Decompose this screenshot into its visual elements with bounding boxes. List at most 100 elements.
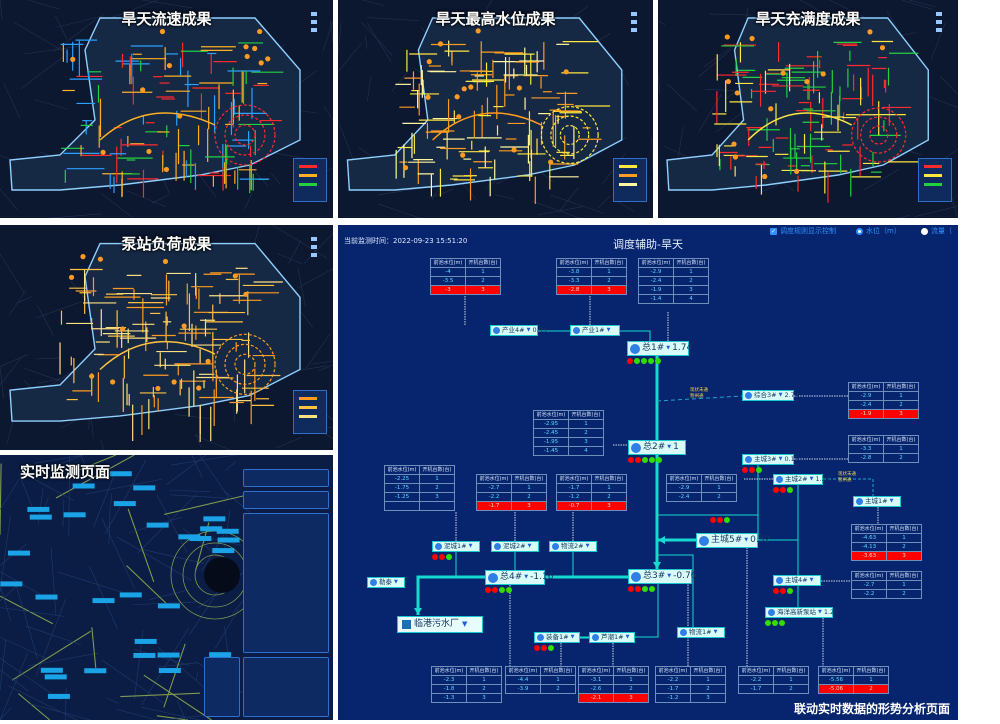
pump-station-marker[interactable] bbox=[258, 60, 264, 66]
pump-station-node[interactable]: 泥城1# ▼ bbox=[432, 541, 480, 552]
pump-station-marker[interactable] bbox=[162, 258, 169, 265]
monitor-point-label[interactable] bbox=[146, 522, 169, 528]
pump-station-node[interactable]: 主城2# ▼ 1.26 bbox=[773, 474, 830, 485]
dropdown-icon[interactable]: ▼ bbox=[744, 537, 749, 543]
dropdown-icon[interactable]: ▼ bbox=[585, 543, 590, 549]
pump-station-marker[interactable] bbox=[252, 45, 258, 52]
pump-station-marker[interactable] bbox=[794, 168, 800, 174]
pump-station-marker[interactable] bbox=[68, 274, 75, 280]
dropdown-icon[interactable]: ▼ bbox=[889, 498, 894, 504]
pump-station-marker[interactable] bbox=[762, 173, 768, 180]
pump-station-marker[interactable] bbox=[140, 87, 146, 93]
map-canvas[interactable] bbox=[658, 0, 958, 218]
pump-station-marker[interactable] bbox=[163, 166, 170, 173]
pump-station-marker[interactable] bbox=[166, 62, 173, 69]
radio-selected-icon[interactable] bbox=[856, 228, 863, 235]
pump-station-marker[interactable] bbox=[724, 34, 730, 40]
dropdown-icon[interactable]: ▼ bbox=[570, 634, 575, 640]
pump-station-node[interactable]: 总4# ▼ -1.16 bbox=[485, 570, 553, 585]
dropdown-icon[interactable]: ▼ bbox=[462, 620, 468, 628]
pump-station-marker[interactable] bbox=[97, 256, 104, 262]
monitor-point-label[interactable] bbox=[134, 638, 157, 644]
dropdown-icon[interactable]: ▼ bbox=[524, 574, 529, 580]
pump-station-marker[interactable] bbox=[244, 53, 250, 60]
monitor-list-table[interactable] bbox=[243, 513, 329, 653]
pump-station-node[interactable]: 泥城2# ▼ bbox=[491, 541, 539, 552]
pump-station-node[interactable]: 主城3# ▼ 0.15 bbox=[742, 454, 799, 465]
map-canvas[interactable] bbox=[0, 0, 333, 218]
monitor-point-label[interactable] bbox=[72, 483, 95, 489]
dropdown-icon[interactable]: ▼ bbox=[667, 573, 672, 579]
pump-station-node[interactable]: 芦潮1# ▼ bbox=[589, 632, 635, 643]
monitor-point-label[interactable] bbox=[35, 594, 58, 600]
pump-station-marker[interactable] bbox=[731, 141, 737, 147]
monitor-point-label[interactable] bbox=[119, 592, 142, 598]
sewage-plant-node[interactable]: 临港污水厂 ▼ bbox=[397, 616, 483, 633]
pump-station-marker[interactable] bbox=[456, 114, 462, 120]
pump-station-marker[interactable] bbox=[749, 35, 755, 42]
pump-station-marker[interactable] bbox=[475, 28, 481, 34]
pump-station-marker[interactable] bbox=[734, 90, 740, 96]
monitor-point-label[interactable] bbox=[7, 550, 30, 556]
pump-station-marker[interactable] bbox=[461, 86, 467, 92]
pump-station-node[interactable]: 物流1# ▼ bbox=[677, 627, 725, 638]
pump-station-marker[interactable] bbox=[110, 379, 116, 385]
pump-station-marker[interactable] bbox=[146, 148, 152, 155]
monitor-point-label[interactable] bbox=[203, 516, 226, 522]
pump-station-marker[interactable] bbox=[725, 78, 731, 85]
pump-station-marker[interactable] bbox=[243, 44, 249, 50]
pump-station-marker[interactable] bbox=[181, 323, 187, 329]
pump-station-marker[interactable] bbox=[548, 159, 554, 165]
pump-station-marker[interactable] bbox=[171, 379, 177, 385]
pump-station-marker[interactable] bbox=[563, 69, 569, 75]
dropdown-icon[interactable]: ▼ bbox=[778, 456, 783, 462]
map-canvas[interactable] bbox=[0, 225, 333, 450]
pump-station-marker[interactable] bbox=[437, 41, 444, 47]
monitor-point-label[interactable] bbox=[47, 693, 70, 699]
monitor-point-label[interactable] bbox=[189, 536, 212, 542]
layer-control-box[interactable] bbox=[243, 469, 329, 487]
monitor-point-label[interactable] bbox=[157, 603, 180, 609]
pump-station-marker[interactable] bbox=[454, 94, 460, 100]
dropdown-icon[interactable]: ▼ bbox=[394, 579, 398, 585]
dropdown-icon[interactable]: ▼ bbox=[468, 543, 473, 549]
pump-station-marker[interactable] bbox=[205, 358, 211, 365]
monitor-indicator-box[interactable] bbox=[243, 491, 329, 509]
pump-station-node[interactable]: 海洋高新泵站 ▼ 1.29 bbox=[765, 607, 838, 618]
map-canvas[interactable] bbox=[338, 0, 653, 218]
pump-station-node[interactable]: 勒泰 ▼ bbox=[367, 577, 405, 588]
dropdown-icon[interactable]: ▼ bbox=[667, 444, 672, 450]
pump-station-node[interactable]: 物流2# ▼ bbox=[549, 541, 597, 552]
monitor-point-label[interactable] bbox=[109, 471, 132, 477]
pump-station-node[interactable]: 总1# ▼ 1.74 bbox=[627, 341, 692, 356]
pump-station-marker[interactable] bbox=[879, 45, 886, 51]
dropdown-icon[interactable]: ▼ bbox=[713, 629, 718, 635]
pump-station-marker[interactable] bbox=[804, 78, 810, 85]
dropdown-icon[interactable]: ▼ bbox=[606, 327, 611, 333]
pump-station-node[interactable]: 产业1# ▼ bbox=[570, 325, 620, 336]
dropdown-icon[interactable]: ▼ bbox=[818, 609, 822, 615]
dropdown-icon[interactable]: ▼ bbox=[778, 392, 783, 398]
pump-station-marker[interactable] bbox=[460, 152, 466, 158]
rule-display-toggle[interactable]: ✓ 调度规则显示控制 bbox=[770, 227, 836, 236]
dropdown-icon[interactable]: ▼ bbox=[527, 543, 532, 549]
monitor-point-label[interactable] bbox=[157, 652, 180, 658]
pump-station-node[interactable]: 产业4# ▼ 0.99 bbox=[490, 325, 547, 336]
pump-station-marker[interactable] bbox=[780, 70, 786, 76]
pump-station-marker[interactable] bbox=[177, 113, 183, 119]
monitor-point-label[interactable] bbox=[217, 537, 240, 543]
pump-station-marker[interactable] bbox=[80, 254, 86, 260]
pump-station-marker[interactable] bbox=[426, 59, 432, 65]
monitor-point-label[interactable] bbox=[40, 667, 63, 673]
monitor-point-label[interactable] bbox=[158, 668, 181, 674]
monitor-point-label[interactable] bbox=[63, 512, 86, 518]
dropdown-icon[interactable]: ▼ bbox=[809, 476, 814, 482]
dropdown-icon[interactable]: ▼ bbox=[526, 327, 531, 333]
checkbox-checked-icon[interactable]: ✓ bbox=[770, 228, 777, 235]
monitor-point-label[interactable] bbox=[0, 581, 23, 587]
pump-station-node[interactable]: 主城4# ▼ bbox=[773, 575, 821, 586]
pump-station-marker[interactable] bbox=[516, 85, 522, 91]
monitor-point-label[interactable] bbox=[27, 506, 50, 512]
monitor-point-label[interactable] bbox=[212, 548, 235, 554]
dropdown-icon[interactable]: ▼ bbox=[625, 634, 630, 640]
